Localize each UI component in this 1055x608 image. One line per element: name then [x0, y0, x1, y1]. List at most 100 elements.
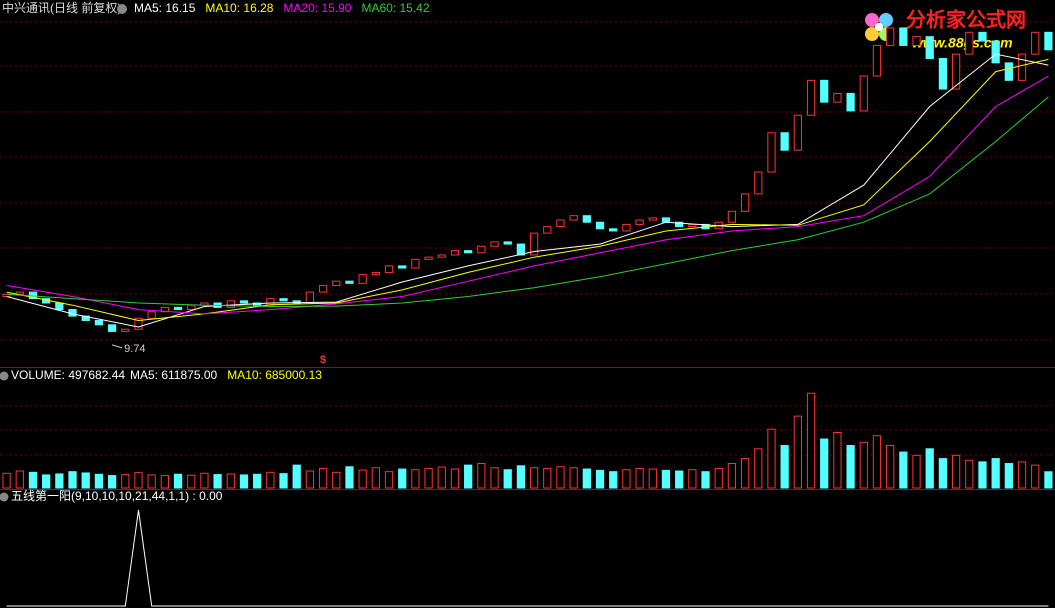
volume-bar	[187, 474, 196, 489]
ma-line	[6, 96, 1049, 308]
candle-body	[424, 256, 433, 260]
volume-bar	[925, 448, 934, 489]
volume-bar	[239, 474, 249, 489]
volume-bar	[200, 472, 209, 489]
volume-bar	[609, 471, 618, 489]
volume-bar	[622, 469, 631, 489]
candle-body	[793, 114, 802, 151]
candle-body	[94, 319, 104, 326]
candle-body	[727, 210, 737, 223]
volume-bar	[332, 471, 341, 489]
volume-bar	[305, 470, 315, 489]
logo: 分析家公式网 www.88gs.com	[865, 7, 1026, 51]
volume-bar	[516, 465, 526, 489]
volume-bar	[938, 458, 948, 489]
candle-body	[318, 285, 328, 293]
volume-bar	[951, 454, 961, 489]
volume-bar	[1044, 471, 1053, 489]
candle-body	[688, 223, 697, 228]
legend-entry: MA5: 16.15	[134, 1, 196, 15]
volume-bar	[1004, 463, 1013, 489]
candle-body	[490, 241, 499, 247]
candle-body	[1044, 31, 1053, 51]
volume-bar	[437, 466, 446, 489]
volume-bar	[55, 473, 64, 489]
candle-body	[859, 75, 868, 112]
candle-body	[622, 223, 631, 232]
volume-bar	[793, 415, 802, 489]
volume-bar	[595, 469, 605, 489]
volume-bar	[279, 473, 288, 489]
volume-bar	[582, 468, 591, 489]
volume-bar	[345, 466, 354, 489]
volume-bar	[701, 471, 710, 489]
volume-bar	[68, 471, 77, 489]
volume-bar	[266, 471, 275, 489]
brand-url: www.88gs.com	[912, 35, 1013, 51]
volume-bar	[490, 467, 499, 489]
candle-body	[582, 215, 591, 223]
candle-body	[398, 265, 407, 269]
candle-body	[279, 298, 288, 302]
volume-bar	[978, 461, 987, 489]
volume-bar	[714, 467, 723, 489]
candle-body	[147, 311, 156, 319]
volume-bar	[965, 459, 974, 489]
candle-body	[899, 27, 908, 46]
candle-body	[609, 228, 618, 232]
candle-body	[846, 92, 855, 112]
candle-body	[1004, 62, 1013, 81]
candle-body	[648, 217, 657, 221]
candle-body	[121, 328, 130, 332]
candle-body	[107, 324, 117, 332]
volume-bar	[81, 472, 90, 489]
volume-bar	[384, 471, 394, 489]
candle-body	[187, 304, 196, 311]
volume-bar	[688, 469, 697, 489]
candle-body	[951, 53, 961, 90]
candle-body	[437, 254, 446, 258]
legend-entry: MA60: 15.42	[361, 1, 429, 15]
indicator-label: 五线第一阳(9,10,10,10,21,44,1,1) : 0.00	[11, 489, 223, 503]
event-marker: $	[320, 354, 326, 366]
candle-body	[767, 132, 776, 173]
volume-bar	[648, 468, 657, 489]
volume-bar	[886, 445, 895, 489]
candle-body	[886, 27, 895, 46]
settings-icon[interactable]	[0, 371, 9, 381]
volume-bar	[15, 470, 24, 489]
grid	[0, 21, 1055, 490]
indicator-line	[6, 509, 1049, 607]
candle-body	[332, 280, 341, 287]
candle-body	[477, 245, 486, 254]
candle-body	[806, 79, 816, 116]
volume-bar	[806, 392, 816, 489]
volume-bar	[727, 463, 737, 489]
candle-body	[516, 243, 526, 256]
volume-bar	[424, 467, 433, 489]
candle-body	[965, 31, 974, 55]
volume-bar	[121, 474, 130, 489]
candle-body	[134, 317, 143, 330]
volume-bar	[318, 467, 328, 489]
volume-bar	[846, 445, 855, 489]
candle-body	[173, 306, 183, 311]
volume-bar	[42, 474, 51, 489]
candle-body	[2, 293, 11, 297]
volume-bar	[464, 464, 473, 489]
legend-entry: MA20: 15.90	[283, 1, 351, 15]
logo-petal	[879, 13, 893, 27]
candle-body	[503, 241, 512, 245]
volume-ma-label: MA10: 685000.13	[227, 368, 322, 382]
volume-bar	[358, 469, 367, 489]
volume-bar	[675, 470, 684, 489]
volume-bar	[398, 468, 407, 489]
volume-bar	[635, 467, 644, 489]
candle-body	[529, 232, 539, 256]
settings-icon[interactable]	[0, 492, 9, 502]
ma-line	[6, 75, 1049, 315]
volume-bar	[661, 469, 671, 489]
settings-icon[interactable]	[117, 4, 127, 14]
volume-bar	[833, 431, 842, 489]
